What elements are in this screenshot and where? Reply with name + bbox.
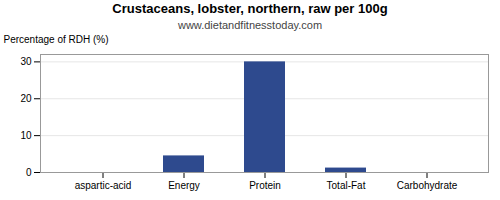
svg-text:Protein: Protein	[249, 180, 281, 191]
svg-text:aspartic-acid: aspartic-acid	[75, 180, 132, 191]
html-text:www.dietandfitnesstoday.com: www.dietandfitnesstoday.com	[178, 19, 322, 31]
svg-text:20: 20	[20, 93, 32, 104]
html-text:Crustaceans, lobster, northern: Crustaceans, lobster, northern, raw per …	[112, 1, 388, 16]
svg-text:Carbohydrate: Carbohydrate	[397, 180, 458, 191]
svg-text:Percentage of RDH (%): Percentage of RDH (%)	[4, 34, 109, 45]
svg-text:Energy: Energy	[168, 180, 200, 191]
svg-text:30: 30	[20, 56, 32, 67]
svg-text:0: 0	[26, 167, 32, 178]
svg-text:Total-Fat: Total-Fat	[327, 180, 366, 191]
svg-text:10: 10	[20, 130, 32, 141]
